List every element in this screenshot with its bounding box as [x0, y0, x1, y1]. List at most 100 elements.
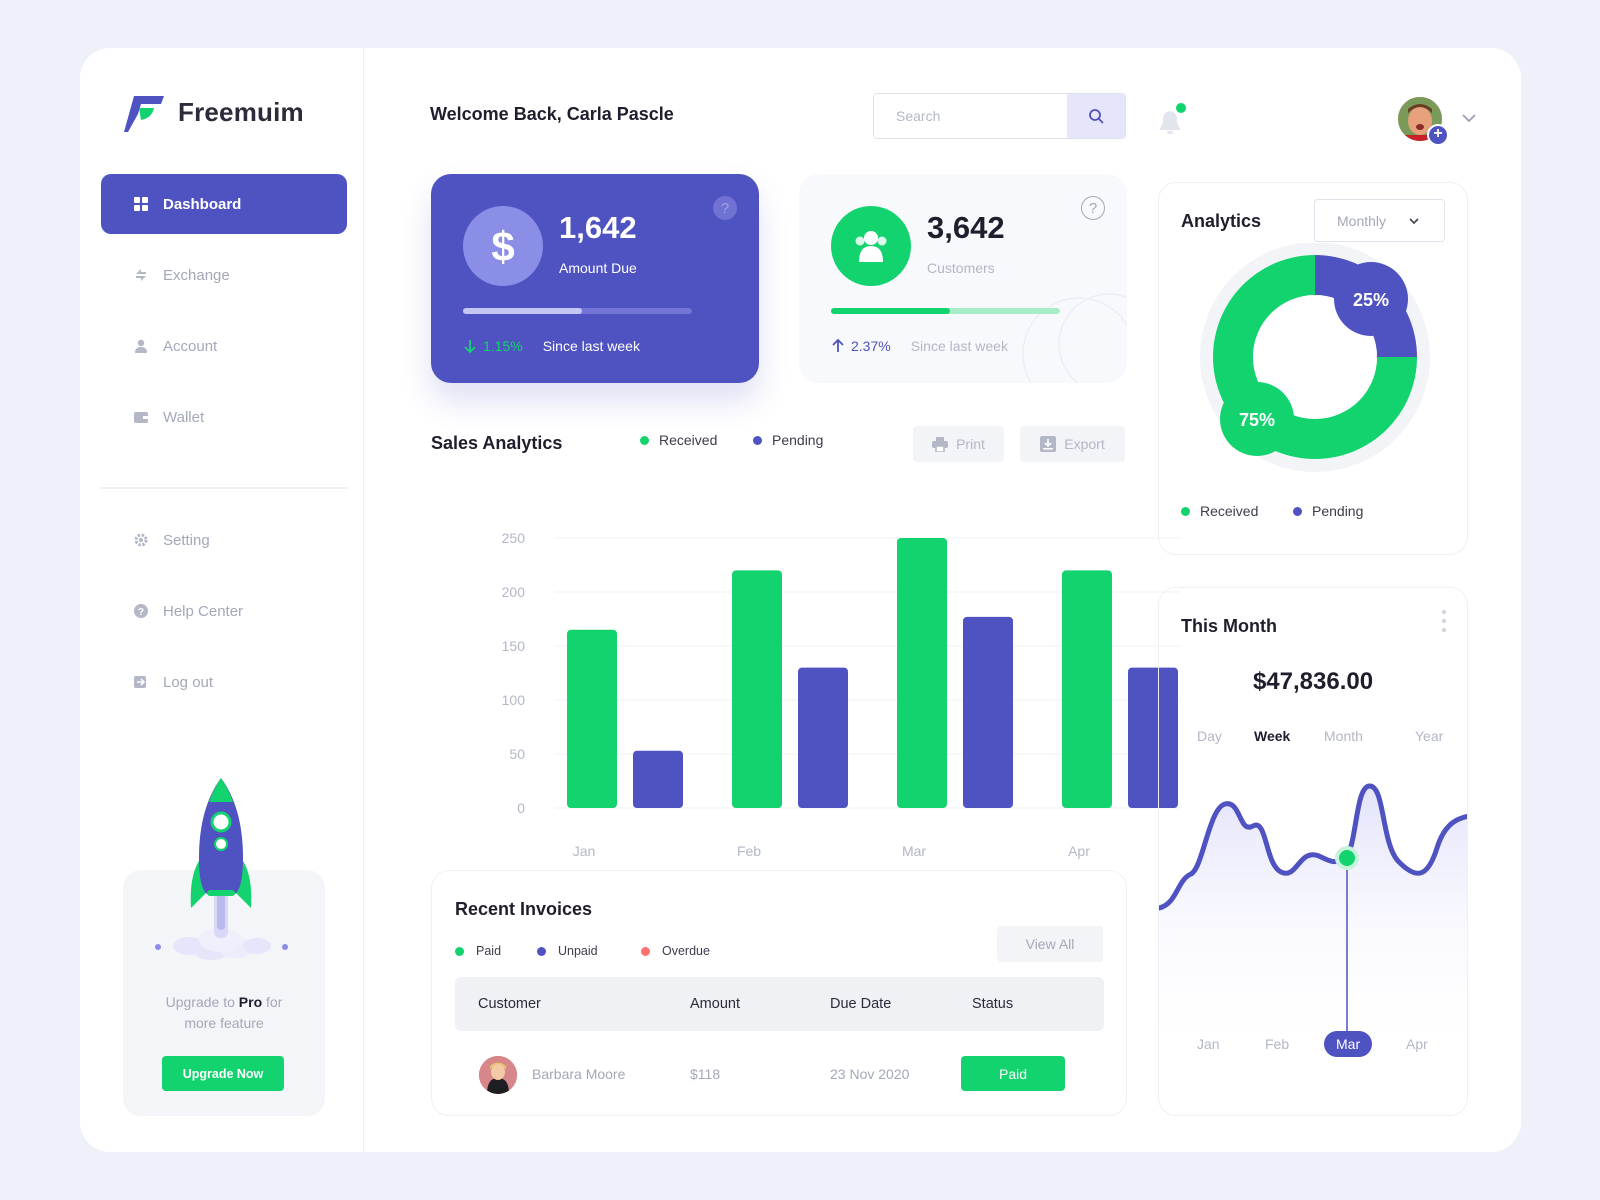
brand-logo[interactable]: Freemuim — [124, 92, 304, 132]
y-tick-label: 50 — [509, 746, 525, 762]
export-label: Export — [1064, 436, 1105, 452]
legend-unpaid: Unpaid — [537, 944, 598, 958]
invoice-due-date: 23 Nov 2020 — [830, 1066, 910, 1082]
legend-dot — [640, 435, 649, 445]
svg-text:$: $ — [491, 223, 514, 269]
search-button[interactable] — [1067, 94, 1125, 138]
help-icon[interactable]: ? — [1081, 196, 1105, 220]
legend-label: Overdue — [662, 944, 710, 958]
download-icon — [1040, 436, 1057, 452]
invoice-amount: $118 — [690, 1066, 721, 1082]
bar-pending — [963, 616, 1013, 808]
donut-label-bubble — [1334, 262, 1408, 336]
sidebar-item-help-center[interactable]: ? Help Center — [101, 581, 347, 641]
bar-pending — [798, 667, 848, 808]
legend-overdue: Overdue — [641, 944, 710, 958]
stat-label: Amount Due — [559, 260, 637, 276]
column-header[interactable]: Amount — [690, 996, 740, 1012]
status-badge[interactable]: Paid — [961, 1056, 1065, 1091]
sidebar: Freemuim Dashboard Exchange Account Wall… — [80, 48, 364, 1152]
sidebar-item-account[interactable]: Account — [101, 316, 347, 376]
logo-icon — [124, 96, 164, 132]
view-all-button[interactable]: View All — [997, 926, 1103, 962]
search-input[interactable] — [874, 94, 1067, 138]
column-header[interactable]: Customer — [478, 996, 541, 1012]
help-icon: ? — [133, 603, 149, 619]
stat-trend: 1.15% Since last week — [463, 338, 640, 354]
month-label[interactable]: Apr — [1406, 1036, 1428, 1052]
period-select[interactable]: Monthly — [1314, 199, 1445, 242]
table-header: Customer Amount Due Date Status — [455, 977, 1104, 1031]
sidebar-item-setting[interactable]: Setting — [101, 510, 347, 570]
legend-label: Pending — [772, 432, 824, 448]
legend-dot — [537, 946, 546, 956]
legend-received: Received — [1181, 503, 1258, 519]
sidebar-item-label: Log out — [163, 673, 214, 691]
grid-icon — [133, 196, 149, 212]
analytics-donut-chart: 25% 75% — [1200, 243, 1430, 472]
add-account-icon[interactable]: + — [1427, 124, 1449, 146]
legend-pending: Pending — [753, 432, 823, 448]
tab-day[interactable]: Day — [1197, 728, 1222, 744]
month-label-active[interactable]: Mar — [1324, 1031, 1373, 1057]
recent-invoices-card: Recent Invoices Paid Unpaid Overdue View… — [431, 870, 1127, 1116]
tab-month[interactable]: Month — [1324, 728, 1363, 744]
sales-bar-chart: 0 50 100 150 200 250 Jan Feb Mar Apr — [502, 530, 1180, 859]
customer-name: Barbara Moore — [532, 1066, 626, 1082]
y-tick-label: 200 — [502, 584, 526, 600]
legend-dot — [455, 946, 464, 956]
bar-received — [897, 538, 947, 808]
more-options-icon[interactable] — [1440, 608, 1448, 634]
sidebar-item-exchange[interactable]: Exchange — [101, 245, 347, 305]
sidebar-item-label: Dashboard — [163, 195, 242, 213]
bar-received — [1062, 570, 1112, 808]
table-row[interactable]: Barbara Moore $118 23 Nov 2020 Paid — [455, 1047, 1104, 1101]
highlight-point[interactable] — [1335, 846, 1359, 870]
stat-change: 1.15% — [483, 338, 523, 354]
sidebar-item-wallet[interactable]: Wallet — [101, 387, 347, 447]
donut-label: 75% — [1239, 410, 1275, 430]
this-month-panel: This Month $47,836.00 Day Week Month Yea… — [1158, 587, 1468, 1116]
stat-card-customers: 3,642 Customers ? 2.37% Since last week — [799, 174, 1127, 383]
column-header[interactable]: Status — [972, 996, 1014, 1012]
month-label[interactable]: Feb — [1265, 1036, 1290, 1052]
svg-text:?: ? — [138, 607, 144, 618]
x-tick-label: Apr — [1068, 843, 1090, 859]
card-decoration — [1022, 293, 1127, 383]
stat-progress-bar — [831, 308, 1060, 314]
search-icon — [1089, 109, 1104, 124]
invoices-title: Recent Invoices — [455, 899, 593, 919]
tab-year[interactable]: Year — [1415, 728, 1444, 744]
y-tick-label: 100 — [502, 692, 526, 708]
tab-week[interactable]: Week — [1254, 728, 1291, 744]
sidebar-divider — [101, 487, 347, 489]
sidebar-item-dashboard[interactable]: Dashboard — [101, 174, 347, 234]
legend-paid: Paid — [455, 944, 501, 958]
chevron-down-icon[interactable] — [1461, 110, 1477, 126]
stat-trend: 2.37% Since last week — [831, 338, 1008, 354]
bar-received — [732, 570, 782, 808]
stat-progress-bar — [463, 308, 692, 314]
area-line — [1159, 783, 1467, 911]
export-button[interactable]: Export — [1020, 426, 1125, 462]
wallet-icon — [133, 409, 149, 425]
help-icon[interactable]: ? — [713, 196, 737, 220]
legend-dot — [641, 946, 650, 956]
sidebar-item-label: Account — [163, 337, 218, 355]
notification-bell-icon[interactable] — [1154, 102, 1188, 138]
analytics-title: Analytics — [1181, 211, 1262, 231]
upgrade-now-button[interactable]: Upgrade Now — [162, 1056, 284, 1091]
column-header[interactable]: Due Date — [830, 996, 892, 1012]
analytics-panel: Analytics Monthly 25% 75% Received Pendin… — [1158, 182, 1468, 555]
x-tick-label: Mar — [902, 843, 926, 859]
month-label[interactable]: Jan — [1197, 1036, 1220, 1052]
sidebar-item-log-out[interactable]: Log out — [101, 652, 347, 712]
arrow-up-icon — [832, 339, 844, 352]
this-month-title: This Month — [1181, 616, 1277, 636]
month-amount: $47,836.00 — [1252, 668, 1374, 695]
stat-value: 1,642 — [559, 210, 637, 245]
print-button[interactable]: Print — [913, 426, 1004, 462]
stat-change: 2.37% — [851, 338, 891, 354]
period-value: Monthly — [1337, 212, 1387, 229]
legend-pending: Pending — [1293, 503, 1363, 519]
